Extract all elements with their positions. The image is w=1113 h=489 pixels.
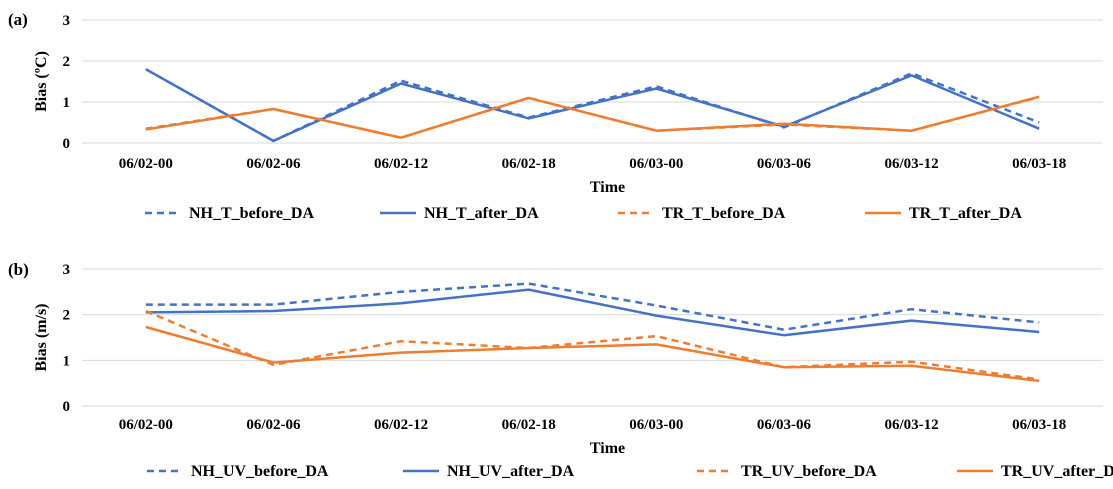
legend: NH_T_before_DA NH_T_after_DA TR_T_before_D… bbox=[145, 205, 1022, 222]
x-tick-label: 06/02-18 bbox=[502, 156, 556, 172]
legend-label: NH_T_after_DA bbox=[424, 205, 539, 222]
legend-label: TR_UV_after_DA bbox=[1001, 463, 1113, 480]
legend-label: NH_T_before_DA bbox=[189, 205, 314, 222]
series-line-TR_UV_after_DA bbox=[145, 325, 1040, 383]
y-tick-label: 2 bbox=[63, 308, 71, 324]
chart-panel-0: (a) 0 1 2 3 Bias (ºC) 06/02-00 06/02-06 06/02-12… bbox=[8, 10, 1103, 222]
x-tick-label: 06/03-18 bbox=[1012, 156, 1066, 172]
y-axis-label: Bias (m/s) bbox=[33, 304, 50, 372]
x-tick-label: 06/03-00 bbox=[629, 417, 683, 433]
series-line-NH_UV_before_DA bbox=[145, 282, 1040, 331]
x-tick-label: 06/02-18 bbox=[502, 417, 556, 433]
y-axis-label: Bias (ºC) bbox=[33, 51, 50, 112]
legend-label: TR_T_after_DA bbox=[909, 205, 1022, 222]
x-tick-label: 06/03-18 bbox=[1012, 417, 1066, 433]
series-line-NH_T_after_DA bbox=[145, 68, 1040, 143]
y-tick-label: 0 bbox=[63, 399, 71, 415]
panel-label: (a) bbox=[8, 10, 28, 29]
x-tick-label: 06/02-00 bbox=[119, 156, 173, 172]
series-line-NH_UV_after_DA bbox=[145, 288, 1040, 337]
x-tick-label: 06/03-06 bbox=[757, 156, 812, 172]
legend-label: TR_UV_before_DA bbox=[741, 463, 877, 480]
y-tick-label: 1 bbox=[63, 353, 71, 369]
chart-panel-1: (b) 0 1 2 3 Bias (m/s) 06/02-00 06/02-06 06/02-1… bbox=[8, 260, 1113, 480]
panel-label: (b) bbox=[8, 260, 29, 279]
y-tick-label: 0 bbox=[63, 136, 71, 152]
x-tick-label: 06/02-00 bbox=[119, 417, 173, 433]
x-tick-label: 06/02-06 bbox=[246, 417, 301, 433]
legend: NH_UV_before_DA NH_UV_after_DA TR_UV_befor… bbox=[147, 463, 1113, 480]
x-axis-label: Time bbox=[590, 179, 625, 196]
legend-label: TR_T_before_DA bbox=[662, 205, 786, 222]
legend-label: NH_UV_before_DA bbox=[191, 463, 329, 480]
x-axis-label: Time bbox=[590, 440, 625, 457]
x-tick-label: 06/02-12 bbox=[374, 417, 428, 433]
x-tick-label: 06/03-00 bbox=[629, 156, 683, 172]
x-tick-label: 06/03-12 bbox=[884, 156, 938, 172]
x-tick-label: 06/03-06 bbox=[757, 417, 812, 433]
x-tick-label: 06/02-06 bbox=[246, 156, 301, 172]
y-tick-label: 1 bbox=[63, 95, 71, 111]
series-line-TR_T_after_DA bbox=[145, 95, 1040, 139]
y-tick-label: 3 bbox=[63, 262, 71, 278]
y-tick-label: 3 bbox=[63, 13, 71, 29]
x-tick-label: 06/02-12 bbox=[374, 156, 428, 172]
x-tick-label: 06/03-12 bbox=[884, 417, 938, 433]
y-tick-label: 2 bbox=[63, 54, 71, 70]
legend-label: NH_UV_after_DA bbox=[447, 463, 575, 480]
